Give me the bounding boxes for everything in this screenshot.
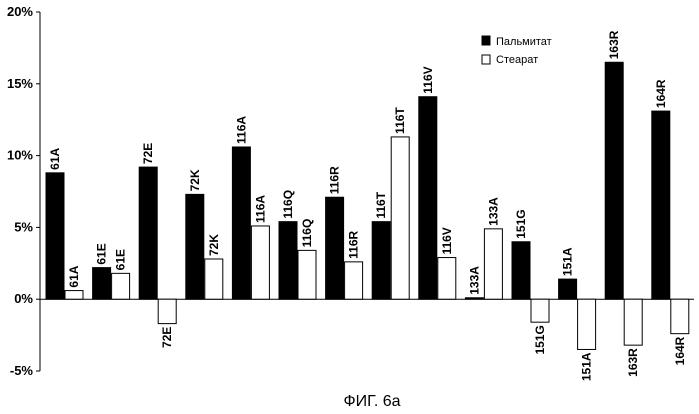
bars: [46, 62, 689, 349]
bar-palmitate: [139, 167, 157, 299]
bar-palmitate: [372, 222, 390, 300]
bar-label-stearate: 116T: [393, 107, 407, 134]
bar-label-palmitate: 72E: [141, 143, 155, 164]
bar-stearate: [484, 229, 502, 299]
bar-label-stearate: 72K: [207, 234, 221, 256]
y-tick-label: 15%: [7, 76, 33, 91]
y-tick-label: -5%: [10, 363, 34, 378]
bar-label-stearate: 151G: [533, 325, 547, 354]
bar-label-palmitate: 164R: [654, 79, 668, 108]
legend-label-palmitate: Пальмитат: [496, 36, 552, 48]
legend-label-stearate: Стеарат: [496, 54, 538, 66]
bar-label-stearate: 72E: [160, 327, 174, 348]
bar-stearate: [251, 226, 269, 299]
bar-label-stearate: 164R: [673, 336, 687, 365]
bar-palmitate: [465, 298, 483, 299]
bar-label-stearate: 116A: [253, 195, 267, 223]
bar-label-palmitate: 116A: [234, 116, 248, 144]
bar-stearate: [65, 291, 83, 300]
bar-label-stearate: 151A: [580, 352, 594, 381]
bar-palmitate: [232, 147, 250, 299]
bar-label-stearate: 116R: [347, 231, 361, 259]
bar-palmitate: [326, 197, 344, 299]
legend-swatch-palmitate: [482, 36, 490, 45]
bar-label-palmitate: 72K: [188, 169, 202, 191]
bar-label-palmitate: 116Q: [281, 190, 295, 219]
bar-stearate: [345, 262, 363, 299]
bar-label-stearate: 61A: [67, 265, 81, 287]
bar-stearate: [158, 299, 176, 323]
bar-label-stearate: 116V: [440, 227, 454, 254]
legend-swatch-stearate: [482, 55, 490, 64]
bar-palmitate: [46, 173, 64, 299]
bar-label-palmitate: 163R: [607, 30, 621, 59]
bar-stearate: [112, 273, 130, 299]
bar-stearate: [671, 299, 689, 333]
bar-palmitate: [186, 194, 204, 299]
y-tick-label: 0%: [14, 291, 33, 306]
y-tick-label: 5%: [14, 219, 33, 234]
bar-palmitate: [559, 279, 577, 299]
bar-stearate: [578, 299, 596, 349]
bar-label-palmitate: 116T: [374, 191, 388, 218]
bar-stearate: [438, 258, 456, 300]
bar-label-palmitate: 151G: [514, 209, 528, 238]
bar-label-palmitate: 61A: [48, 147, 62, 169]
bar-label-palmitate: 116R: [328, 166, 342, 194]
bar-label-palmitate: 116V: [421, 66, 435, 93]
legend: Пальмитат Стеарат: [482, 36, 552, 66]
bar-stearate: [205, 259, 223, 299]
bar-stearate: [298, 250, 316, 299]
bar-label-stearate: 163R: [626, 348, 640, 377]
bar-palmitate: [419, 97, 437, 299]
figure-caption: ФИГ. 6а: [343, 393, 400, 410]
bar-palmitate: [652, 111, 670, 299]
bar-label-stearate: 133A: [486, 197, 500, 226]
bar-stearate: [391, 137, 409, 299]
bar-label-palmitate: 151A: [561, 247, 575, 276]
bar-label-palmitate: 61E: [95, 243, 109, 264]
bar-palmitate: [512, 242, 530, 299]
y-tick-label: 10%: [7, 148, 33, 163]
bar-label-stearate: 61E: [114, 249, 128, 270]
bar-palmitate: [279, 222, 297, 300]
bar-label-stearate: 116Q: [300, 219, 314, 248]
y-tick-label: 20%: [7, 4, 33, 19]
bar-label-palmitate: 133A: [467, 266, 481, 295]
bar-stearate: [624, 299, 642, 345]
bar-palmitate: [93, 268, 111, 300]
bar-palmitate: [605, 62, 623, 299]
bar-stearate: [531, 299, 549, 322]
